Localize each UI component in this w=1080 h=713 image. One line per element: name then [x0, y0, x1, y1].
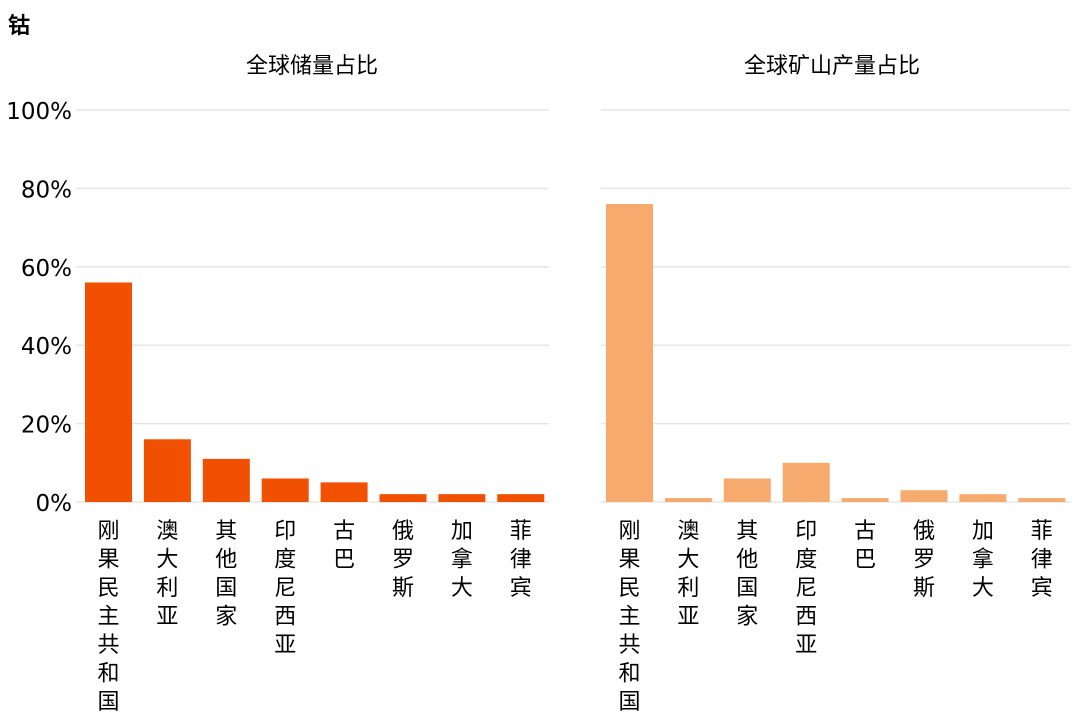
reserves-category-labels: 刚果民主共和国 澳大利亚 其他国家 印度尼西亚 古巴 俄罗斯 加拿大 菲律宾: [97, 519, 531, 713]
production-panel-title: 全球矿山产量占比: [744, 54, 920, 79]
bar: [723, 478, 771, 502]
bar: [900, 490, 948, 502]
x-category-label: 俄罗斯: [913, 519, 935, 601]
y-tick-label: 100%: [6, 99, 72, 125]
x-category-label: 加拿大: [972, 519, 994, 601]
bar: [143, 439, 191, 502]
bar: [664, 498, 712, 502]
x-category-label: 菲律宾: [510, 519, 532, 601]
x-category-label: 刚果民主共和国: [97, 519, 119, 713]
reserves-bars: [85, 282, 545, 502]
reserves-panel-title: 全球储量占比: [246, 54, 378, 79]
y-tick-label: 0%: [36, 491, 73, 517]
bar: [1018, 498, 1066, 502]
production-bars: [606, 204, 1066, 502]
x-category-label: 澳大利亚: [677, 519, 699, 630]
bar: [959, 494, 1007, 502]
bar: [85, 282, 132, 502]
x-category-label: 其他国家: [736, 519, 758, 630]
x-category-label: 古巴: [854, 519, 876, 573]
bar: [782, 462, 830, 502]
production-category-labels: 刚果民主共和国 澳大利亚 其他国家 印度尼西亚 古巴 俄罗斯 加拿大 菲律宾: [618, 519, 1052, 713]
bar: [841, 498, 889, 502]
x-category-label: 澳大利亚: [156, 519, 178, 630]
bar: [320, 482, 368, 502]
bar: [379, 494, 427, 502]
x-category-label: 其他国家: [215, 519, 237, 630]
figure-title: 钴: [8, 14, 31, 39]
y-tick-label: 40%: [21, 334, 72, 360]
x-category-label: 刚果民主共和国: [618, 519, 640, 713]
bar: [438, 494, 486, 502]
x-category-label: 菲律宾: [1031, 519, 1053, 601]
bar: [606, 204, 653, 502]
y-tick-label: 20%: [21, 413, 72, 439]
x-category-label: 俄罗斯: [392, 519, 414, 601]
x-category-label: 印度尼西亚: [274, 519, 296, 658]
x-category-label: 加拿大: [451, 519, 473, 601]
production-gridlines: [601, 109, 1070, 503]
x-category-label: 印度尼西亚: [795, 519, 817, 658]
x-category-label: 古巴: [333, 519, 355, 573]
bar: [261, 478, 309, 502]
reserves-share-panel: 全球储量占比 0% 20% 40% 60% 80% 100% 刚果民主共和国 澳大利亚 其他国…: [6, 54, 549, 713]
y-tick-label: 60%: [21, 256, 72, 282]
mine-production-share-panel: 全球矿山产量占比 刚果民主共和国 澳大利亚 其他国家 印度尼西亚 古巴 俄罗斯 加拿大 菲律宾: [601, 54, 1070, 713]
y-axis-tick-labels: 0% 20% 40% 60% 80% 100%: [6, 99, 72, 517]
y-tick-label: 80%: [21, 177, 72, 203]
bar: [202, 458, 250, 502]
bar: [497, 494, 545, 502]
